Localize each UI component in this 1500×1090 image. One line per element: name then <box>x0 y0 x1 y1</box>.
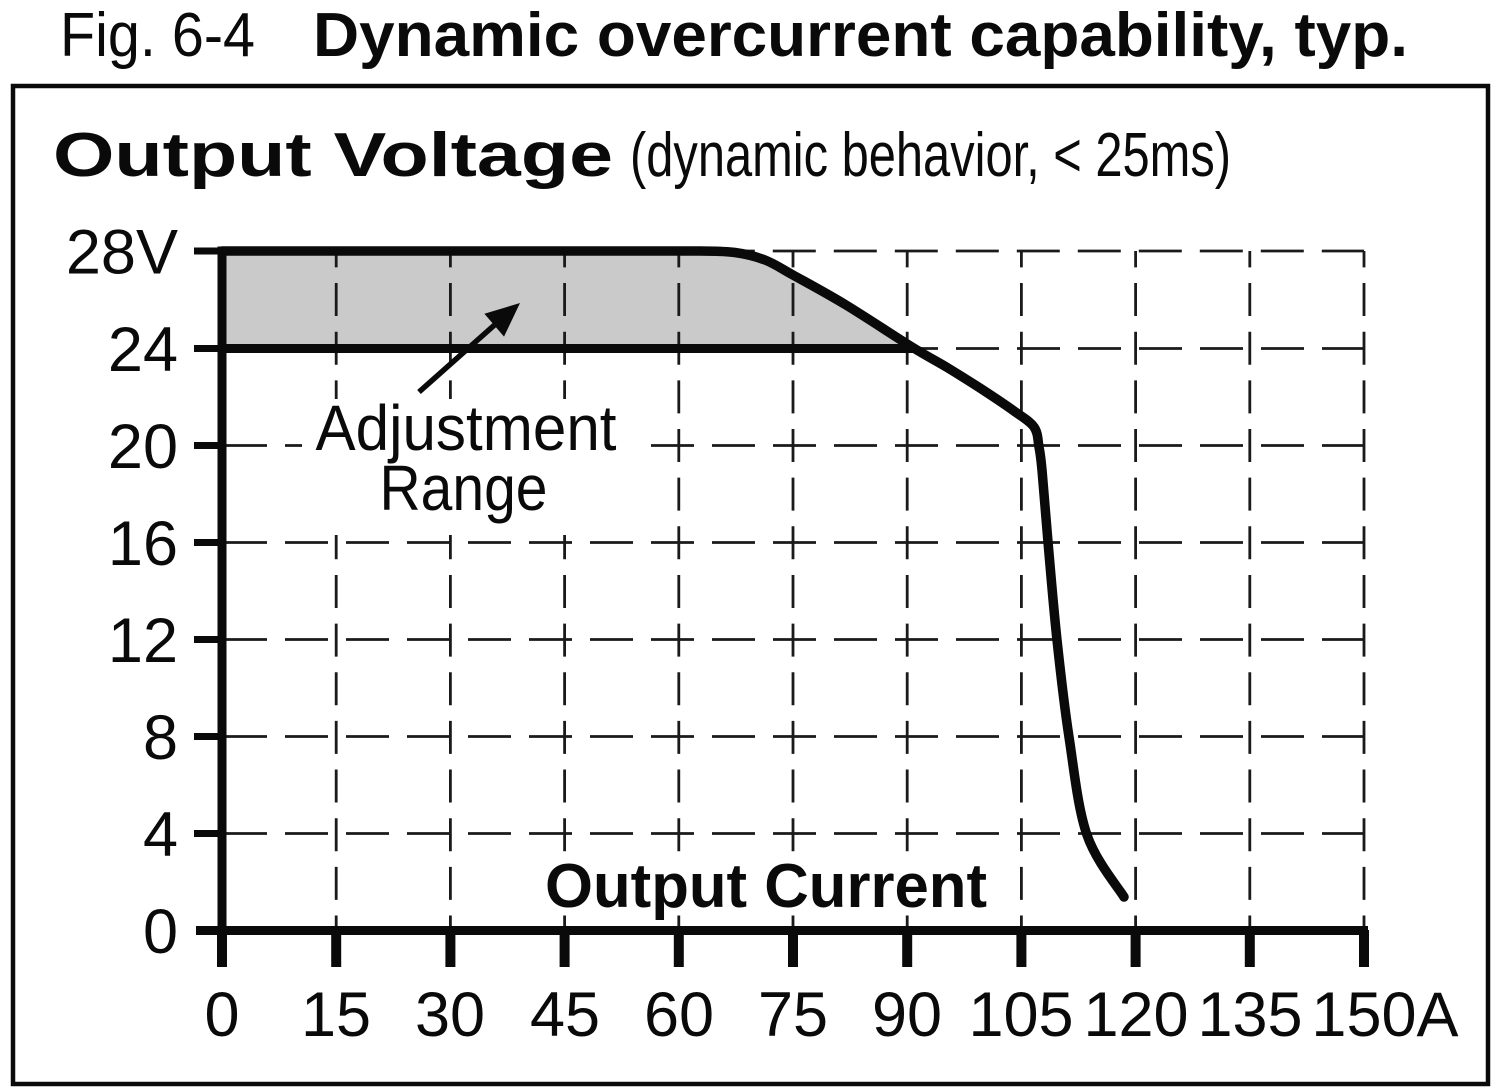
svg-text:60: 60 <box>644 980 714 1050</box>
svg-text:150A: 150A <box>1311 980 1458 1050</box>
svg-text:Dynamic overcurrent capability: Dynamic overcurrent capability, typ. <box>313 1 1408 70</box>
svg-text:4: 4 <box>143 800 178 870</box>
svg-text:105: 105 <box>968 980 1073 1050</box>
svg-text:16: 16 <box>108 509 178 579</box>
svg-text:90: 90 <box>872 980 942 1050</box>
svg-text:75: 75 <box>758 980 828 1050</box>
svg-text:20: 20 <box>108 412 178 482</box>
svg-text:30: 30 <box>415 980 485 1050</box>
svg-text:Range: Range <box>380 452 548 524</box>
svg-text:24: 24 <box>108 315 178 385</box>
svg-text:Fig. 6-4: Fig. 6-4 <box>60 1 255 70</box>
svg-text:Output Current: Output Current <box>545 852 987 921</box>
svg-text:0: 0 <box>204 980 239 1050</box>
svg-text:(dynamic behavior, < 25ms): (dynamic behavior, < 25ms) <box>630 121 1231 190</box>
svg-text:15: 15 <box>301 980 371 1050</box>
svg-text:8: 8 <box>143 703 178 773</box>
svg-text:120: 120 <box>1083 980 1188 1050</box>
svg-text:45: 45 <box>530 980 600 1050</box>
svg-text:12: 12 <box>108 606 178 676</box>
svg-text:28V: 28V <box>66 218 178 288</box>
svg-text:Adjustment: Adjustment <box>316 392 617 464</box>
svg-text:Output Voltage: Output Voltage <box>53 121 613 190</box>
svg-text:135: 135 <box>1197 980 1302 1050</box>
svg-text:0: 0 <box>143 897 178 967</box>
